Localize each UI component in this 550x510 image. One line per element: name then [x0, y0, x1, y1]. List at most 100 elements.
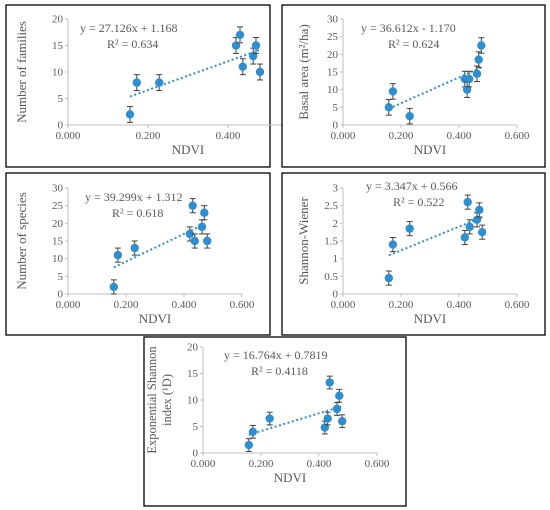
- data-point: [320, 423, 329, 432]
- x-tick-label: 0.000: [331, 299, 356, 311]
- data-point: [325, 378, 334, 387]
- chart-panel-2: 0 5 10 15 20 25 30 0.000 0.200 0.400 0.600 NDVI Basa…: [281, 4, 546, 168]
- data-point: [405, 111, 414, 121]
- data-point: [463, 197, 472, 207]
- y-tick-label: 0: [193, 448, 199, 460]
- y-tick-label: 2: [333, 218, 339, 230]
- chart-panel-4: 0 0.5 1 1.5 2 2.5 3 0.000 0.200 0.400 0.600 NDVI Sha…: [281, 172, 546, 336]
- y-axis-title: Exponential Shannonindex (¹D): [145, 346, 174, 454]
- x-tick-label: 0.200: [249, 458, 274, 470]
- data-point: [130, 243, 139, 253]
- chart-panel-3: 0 5 10 15 20 25 30 0.000 0.200 0.400 0.600 NDVI Numb…: [5, 172, 271, 336]
- r-squared: R² = 0.634: [107, 37, 158, 51]
- y-tick-label: 10: [187, 395, 199, 407]
- y-tick-label: 5: [58, 93, 64, 105]
- y-tick-label: 10: [327, 84, 339, 96]
- data-point: [405, 224, 414, 233]
- data-point: [475, 205, 484, 215]
- data-point: [384, 273, 394, 283]
- data-point: [200, 208, 209, 217]
- trendline: [248, 405, 343, 436]
- data-point: [255, 67, 265, 77]
- trend-equation: y = 36.612x - 1.170: [361, 21, 456, 35]
- y-tick-label: 20: [187, 342, 199, 354]
- y-axis-title-line: Exponential Shannon: [145, 346, 159, 454]
- x-tick-label: 0.400: [216, 130, 241, 142]
- x-axis-title: NDVI: [172, 142, 205, 157]
- y-tick-label: 0: [58, 120, 64, 132]
- x-axis-title: NDVI: [139, 311, 172, 326]
- trend-equation: y = 27.126x + 1.168: [80, 21, 178, 35]
- y-tick-label: 15: [52, 40, 64, 52]
- y-tick-label: 0: [333, 120, 339, 132]
- y-tick-label: 10: [52, 253, 64, 265]
- data-point: [265, 414, 274, 423]
- y-tick-label: 5: [193, 421, 199, 433]
- data-point: [474, 55, 483, 64]
- y-tick-label: 15: [327, 67, 339, 79]
- data-point: [465, 222, 474, 232]
- y-axis-title: Number of species: [14, 192, 29, 289]
- y-axis-title: Basal area (m²/ha): [296, 24, 311, 120]
- data-point: [188, 201, 197, 210]
- x-tick-label: 0.600: [230, 299, 255, 311]
- x-axis-title: NDVI: [274, 470, 307, 485]
- trendline: [388, 66, 482, 110]
- x-tick-label: 0.000: [191, 458, 216, 470]
- data-point: [338, 417, 347, 426]
- data-point: [478, 227, 487, 237]
- y-tick-label: 30: [327, 14, 339, 26]
- data-point: [332, 404, 342, 414]
- r-squared: R² = 0.624: [388, 37, 439, 51]
- x-tick-label: 0.400: [307, 458, 332, 470]
- data-point: [238, 62, 247, 71]
- x-tick-label: 0.600: [505, 299, 530, 311]
- y-tick-label: 15: [52, 236, 64, 248]
- y-tick-label: 25: [52, 200, 64, 212]
- y-tick-label: 20: [52, 218, 64, 230]
- y-tick-label: 1.5: [324, 236, 338, 248]
- y-tick-label: 2.5: [324, 200, 338, 212]
- r-squared: R² = 0.4118: [251, 364, 308, 378]
- y-axis-title-line: index (¹D): [160, 374, 174, 426]
- data-point: [477, 41, 486, 50]
- y-tick-label: 20: [52, 14, 64, 26]
- panel-frame: [281, 4, 546, 168]
- data-point: [248, 427, 258, 436]
- data-point: [462, 85, 472, 94]
- x-tick-label: 0.000: [56, 130, 81, 142]
- data-point: [113, 250, 123, 260]
- panel-frame: [281, 172, 546, 336]
- trend-equation: y = 16.764x + 0.7819: [224, 348, 328, 362]
- y-tick-label: 20: [327, 49, 339, 61]
- x-tick-label: 0.200: [389, 299, 414, 311]
- trendline: [129, 48, 261, 98]
- x-tick-label: 0.000: [56, 299, 81, 311]
- y-tick-label: 0: [333, 289, 339, 301]
- x-axis-title: NDVI: [414, 311, 447, 326]
- x-tick-label: 0.000: [331, 130, 356, 142]
- y-tick-label: 0.5: [324, 271, 338, 283]
- y-tick-label: 5: [333, 102, 339, 114]
- y-tick-label: 10: [52, 67, 64, 79]
- chart-panel-5: 0 5 10 15 20 0.000 0.200 0.400 0.600 NDVI Exponent…: [143, 336, 407, 507]
- data-point: [125, 110, 135, 119]
- x-tick-label: 0.200: [136, 130, 161, 142]
- data-point: [384, 103, 394, 112]
- data-point: [249, 51, 258, 61]
- x-tick-label: 0.600: [505, 130, 530, 142]
- y-axis-title: Shannon-Wiener: [296, 197, 311, 285]
- y-tick-label: 1: [333, 253, 339, 265]
- data-point: [388, 240, 398, 249]
- panel-frame: [5, 172, 271, 336]
- trendline: [388, 216, 483, 257]
- y-tick-label: 15: [187, 368, 199, 380]
- x-tick-label: 0.600: [365, 458, 390, 470]
- data-point: [460, 233, 469, 242]
- data-point: [155, 78, 164, 87]
- data-point: [185, 229, 194, 239]
- data-point: [388, 87, 398, 96]
- y-tick-label: 3: [333, 183, 339, 195]
